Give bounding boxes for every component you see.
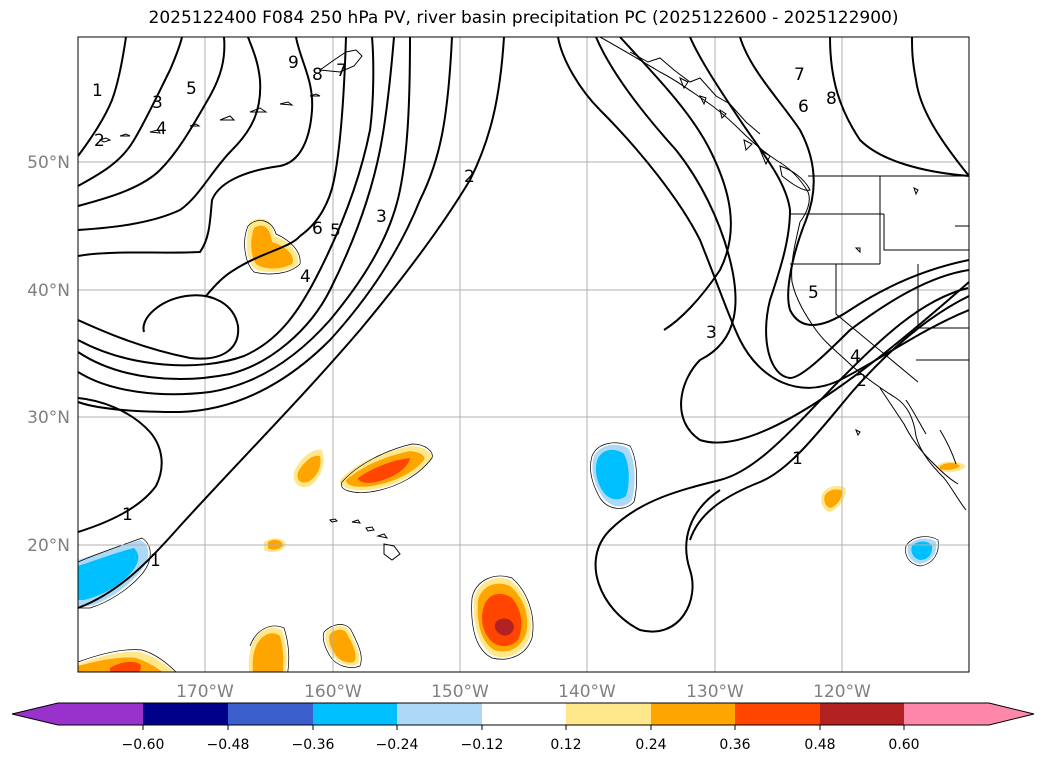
svg-text:1: 1 <box>150 551 161 571</box>
lon-label-120w: 120°W <box>813 682 871 702</box>
svg-text:5: 5 <box>186 79 197 99</box>
colorbar-tick-label: −0.12 <box>461 737 504 753</box>
svg-text:3: 3 <box>152 93 163 113</box>
colorbar-extend-high <box>989 703 1034 725</box>
svg-text:7: 7 <box>794 65 805 85</box>
colorbar-tick-label: 0.24 <box>635 737 666 753</box>
svg-text:4: 4 <box>300 267 311 287</box>
contour-labels: 1 2 3 4 5 6 7 8 9 2 3 4 5 1 1 3 1 5 4 2 … <box>92 53 867 571</box>
lon-label-160w: 160°W <box>304 682 362 702</box>
svg-text:1: 1 <box>122 505 133 525</box>
lat-label-40n: 40°N <box>27 281 70 301</box>
colorbar-tick-label: 0.48 <box>804 737 835 753</box>
svg-text:1: 1 <box>792 449 803 469</box>
lon-labels: 170°W 160°W 150°W 140°W 130°W 120°W <box>176 682 871 702</box>
svg-text:4: 4 <box>156 119 167 139</box>
colorbar-tick-label: 0.12 <box>550 737 581 753</box>
svg-text:8: 8 <box>826 89 837 109</box>
lat-labels: 50°N 40°N 30°N 20°N <box>27 153 70 556</box>
lon-label-140w: 140°W <box>558 682 616 702</box>
gridlines <box>78 37 969 672</box>
lon-label-150w: 150°W <box>431 682 489 702</box>
pv-contours <box>78 37 969 633</box>
colorbar: −0.60 −0.48 −0.36 −0.24 −0.12 0.12 0.24 … <box>11 702 1035 753</box>
svg-text:1: 1 <box>92 81 103 101</box>
svg-text:8: 8 <box>312 65 323 85</box>
svg-text:2: 2 <box>94 131 105 151</box>
lon-label-170w: 170°W <box>176 682 234 702</box>
colorbar-tick-label: −0.60 <box>122 737 165 753</box>
coastlines <box>98 37 969 561</box>
svg-text:6: 6 <box>312 219 323 239</box>
svg-text:3: 3 <box>706 323 717 343</box>
colorbar-tick-label: −0.48 <box>207 737 250 753</box>
svg-text:2: 2 <box>464 167 475 187</box>
precip-shading <box>78 218 966 672</box>
lat-label-20n: 20°N <box>27 536 70 556</box>
svg-text:5: 5 <box>808 283 819 303</box>
colorbar-extend-low <box>12 703 58 725</box>
svg-text:9: 9 <box>288 53 299 73</box>
svg-text:4: 4 <box>850 347 861 367</box>
colorbar-tick-label: 0.36 <box>719 737 750 753</box>
plot-area: 1 2 3 4 5 6 7 8 9 2 3 4 5 1 1 3 1 5 4 2 … <box>78 37 969 672</box>
lat-label-50n: 50°N <box>27 153 70 173</box>
svg-text:3: 3 <box>376 207 387 227</box>
plot-frame <box>77 36 970 673</box>
lat-label-30n: 30°N <box>27 408 70 428</box>
map-title: 2025122400 F084 250 hPa PV, river basin … <box>148 8 899 28</box>
colorbar-tick-label: −0.36 <box>292 737 335 753</box>
svg-text:7: 7 <box>336 61 347 81</box>
svg-text:6: 6 <box>798 97 809 117</box>
colorbar-tick-label: 0.60 <box>888 737 919 753</box>
svg-text:2: 2 <box>856 371 867 391</box>
precip-outlines <box>78 220 939 672</box>
colorbar-tick-label: −0.24 <box>376 737 419 753</box>
svg-text:5: 5 <box>330 221 341 241</box>
lon-label-130w: 130°W <box>686 682 744 702</box>
